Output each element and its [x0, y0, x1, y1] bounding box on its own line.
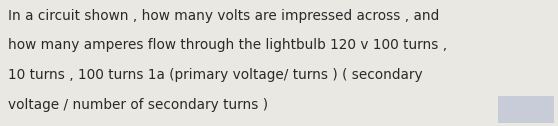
Text: 10 turns , 100 turns 1a (primary voltage/ turns ) ( secondary: 10 turns , 100 turns 1a (primary voltage… — [8, 68, 423, 82]
FancyBboxPatch shape — [498, 96, 554, 123]
Text: voltage / number of secondary turns ): voltage / number of secondary turns ) — [8, 98, 268, 112]
Text: In a circuit shown , how many volts are impressed across , and: In a circuit shown , how many volts are … — [8, 9, 440, 23]
Text: how many amperes flow through the lightbulb 120 v 100 turns ,: how many amperes flow through the lightb… — [8, 38, 448, 52]
